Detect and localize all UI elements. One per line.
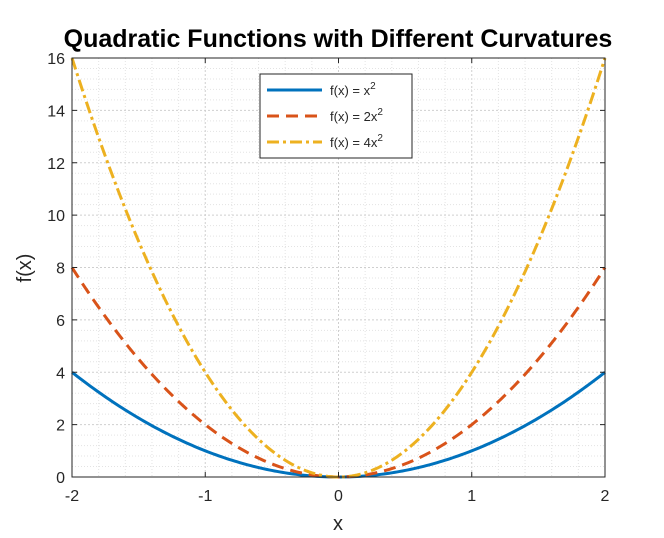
x-tick-label: 1 bbox=[467, 488, 476, 505]
legend-box bbox=[259, 73, 413, 159]
grid bbox=[72, 58, 605, 477]
y-tick-label: 16 bbox=[47, 51, 65, 68]
x-axis-label: x bbox=[333, 513, 343, 535]
y-tick-label: 6 bbox=[56, 313, 65, 330]
y-tick-label: 0 bbox=[56, 470, 65, 487]
y-tick-label: 14 bbox=[47, 103, 65, 120]
y-tick-label: 10 bbox=[47, 208, 65, 225]
legend-label-2: f(x) = 2x2 bbox=[330, 107, 383, 124]
y-tick-label: 2 bbox=[56, 418, 65, 435]
legend-label-1: f(x) = x2 bbox=[330, 81, 376, 98]
x-tick-label: 2 bbox=[601, 488, 610, 505]
y-tick-label: 8 bbox=[56, 261, 65, 278]
x-tick-label: 0 bbox=[334, 488, 343, 505]
series-line-3 bbox=[70, 57, 607, 479]
y-tick-label: 4 bbox=[56, 365, 65, 382]
legend-label-3: f(x) = 4x2 bbox=[330, 133, 383, 150]
legend: f(x) = x2 f(x) = 2x2 f(x) = 4x2 bbox=[259, 73, 413, 159]
x-tick-label: -1 bbox=[198, 488, 212, 505]
chart-title: Quadratic Functions with Different Curva… bbox=[64, 25, 613, 53]
y-axis-label: f(x) bbox=[14, 254, 36, 283]
y-tick-label: 12 bbox=[47, 156, 65, 173]
x-tick-label: -2 bbox=[65, 488, 79, 505]
